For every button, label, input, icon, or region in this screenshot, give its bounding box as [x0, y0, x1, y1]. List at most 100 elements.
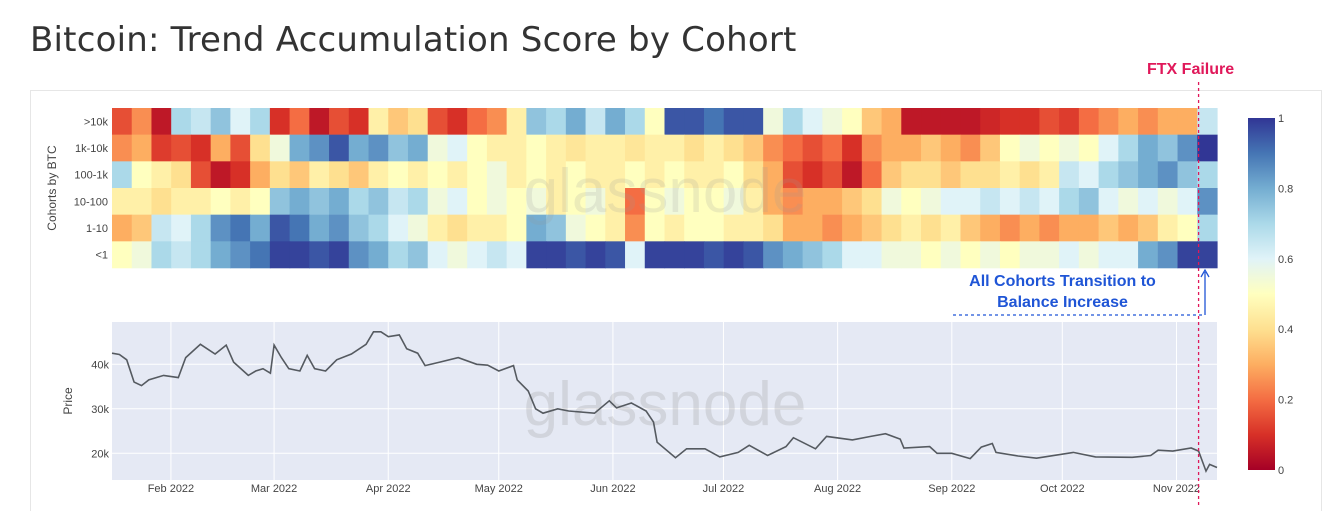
- heatmap-cell: [467, 161, 488, 189]
- heatmap-cell: [250, 241, 271, 269]
- heatmap-cell: [703, 241, 725, 269]
- heatmap-cell: [999, 214, 1021, 242]
- heatmap-cell: [230, 188, 251, 215]
- heatmap-cell: [743, 214, 764, 242]
- heatmap-cell: [802, 134, 823, 162]
- heatmap-cell: [585, 241, 606, 269]
- heatmap-cell: [1138, 214, 1159, 242]
- heatmap-cell: [1177, 161, 1198, 189]
- heatmap-cell: [999, 241, 1021, 269]
- heatmap-cell: [289, 108, 310, 135]
- heatmap-cell: [329, 214, 350, 242]
- heatmap-cell: [1059, 241, 1080, 269]
- heatmap-cell: [585, 214, 606, 242]
- heatmap-cell: [605, 161, 626, 189]
- heatmap-cell: [526, 188, 547, 215]
- heatmap-cell: [684, 214, 705, 242]
- heatmap-cell: [289, 241, 310, 269]
- heatmap-cell: [1177, 214, 1198, 242]
- heatmap-cell: [703, 188, 725, 215]
- heatmap-cell: [151, 241, 172, 269]
- heatmap-cell: [467, 188, 488, 215]
- heatmap-cell: [486, 188, 508, 215]
- heatmap-cell: [427, 241, 449, 269]
- heatmap-cell: [289, 161, 310, 189]
- heatmap-cell: [861, 241, 883, 269]
- heatmap-cell: [329, 188, 350, 215]
- heatmap-cell: [388, 241, 409, 269]
- heatmap-cell: [289, 214, 310, 242]
- heatmap-cell: [723, 188, 745, 215]
- heatmap-cell: [388, 134, 409, 162]
- heatmap-cell: [486, 108, 508, 135]
- heatmap-cell: [526, 214, 547, 242]
- heatmap-cell: [585, 161, 606, 189]
- watermark-bottom: glassnode: [524, 370, 807, 439]
- heatmap-cell: [782, 241, 804, 269]
- heatmap-cell: [625, 108, 646, 135]
- heatmap-cell: [1019, 161, 1041, 189]
- heatmap-cell: [1078, 214, 1100, 242]
- heatmap-row-label: 1-10: [86, 223, 108, 235]
- heatmap-cell: [407, 241, 429, 269]
- heatmap-cell: [1177, 241, 1198, 269]
- colorbar-tick: 0: [1278, 465, 1284, 477]
- heatmap-cell: [269, 214, 291, 242]
- heatmap-cell: [901, 214, 922, 242]
- heatmap-cell: [901, 188, 922, 215]
- price-y-tick: 30k: [91, 404, 109, 416]
- heatmap-cell: [210, 108, 231, 135]
- heatmap-cell: [230, 161, 251, 189]
- heatmap-cell: [881, 134, 902, 162]
- heatmap-cell: [546, 188, 567, 215]
- heatmap-cell: [1177, 108, 1198, 135]
- heatmap-row-label: 1k-10k: [75, 143, 109, 155]
- heatmap-cell: [348, 188, 370, 215]
- colorbar-tick: 0.8: [1278, 183, 1293, 195]
- heatmap-cell: [407, 161, 429, 189]
- heatmap-cell: [960, 241, 981, 269]
- heatmap-cell: [960, 108, 981, 135]
- heatmap-cell: [506, 188, 527, 215]
- heatmap-cell: [1157, 108, 1179, 135]
- heatmap-cell: [644, 188, 666, 215]
- heatmap-cell: [131, 134, 153, 162]
- heatmap-cell: [625, 161, 646, 189]
- heatmap-cell: [131, 214, 153, 242]
- heatmap-cell: [368, 214, 389, 242]
- heatmap-cell: [407, 134, 429, 162]
- heatmap-cell: [861, 134, 883, 162]
- heatmap-cell: [782, 134, 804, 162]
- heatmap-cell: [1157, 134, 1179, 162]
- heatmap-cell: [1078, 188, 1100, 215]
- heatmap-cell: [960, 214, 981, 242]
- chart-card: [30, 90, 1322, 511]
- heatmap: [112, 108, 1218, 269]
- x-tick-label: Feb 2022: [148, 483, 194, 495]
- heatmap-cell: [940, 108, 962, 135]
- heatmap-cell: [427, 161, 449, 189]
- heatmap-cell: [1118, 134, 1139, 162]
- heatmap-cell: [368, 134, 389, 162]
- heatmap-cell: [427, 134, 449, 162]
- heatmap-cell: [585, 134, 606, 162]
- heatmap-cell: [309, 241, 330, 269]
- heatmap-cell: [684, 188, 705, 215]
- heatmap-cell: [348, 241, 370, 269]
- heatmap-cell: [1197, 188, 1218, 215]
- heatmap-cell: [842, 214, 863, 242]
- heatmap-cell: [190, 214, 212, 242]
- heatmap-cell: [526, 161, 547, 189]
- heatmap-cell: [703, 161, 725, 189]
- heatmap-cell: [1039, 188, 1060, 215]
- heatmap-cell: [190, 188, 212, 215]
- heatmap-cell: [881, 188, 902, 215]
- heatmap-cell: [723, 134, 745, 162]
- heatmap-cell: [151, 188, 172, 215]
- heatmap-cell: [1098, 108, 1119, 135]
- heatmap-cell: [526, 134, 547, 162]
- heatmap-cell: [447, 161, 468, 189]
- heatmap-cell: [625, 134, 646, 162]
- heatmap-cell: [250, 188, 271, 215]
- heatmap-cell: [190, 134, 212, 162]
